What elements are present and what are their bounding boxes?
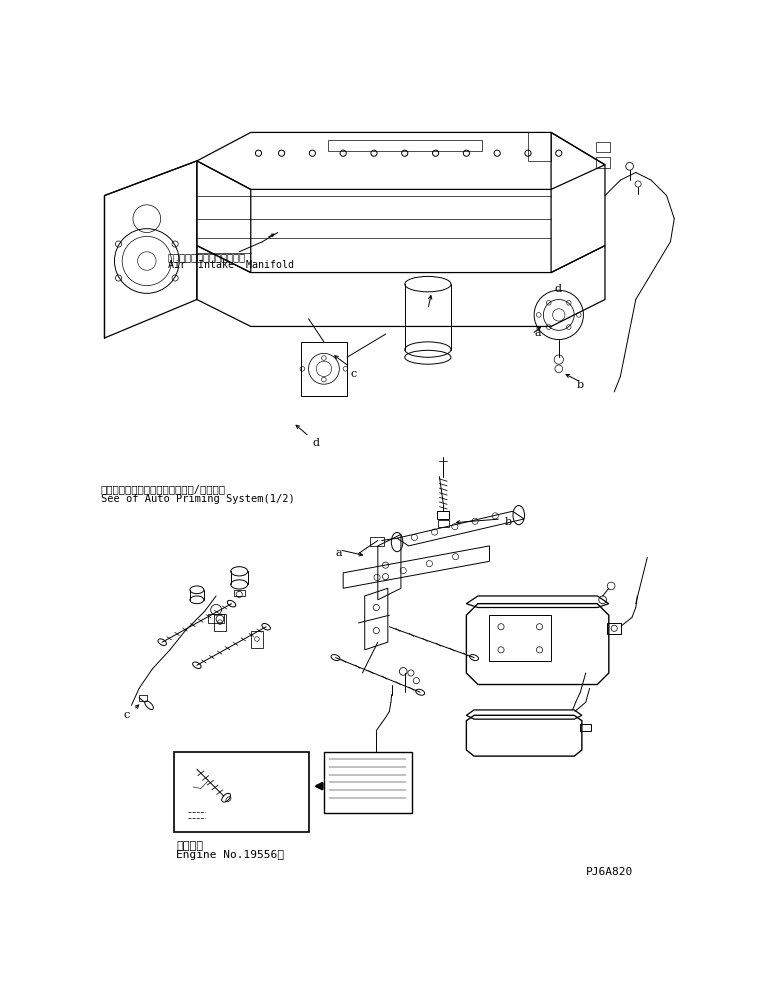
Text: Air  Intake  Manifold: Air Intake Manifold — [168, 260, 294, 271]
Bar — [596, 141, 609, 152]
Text: d: d — [313, 438, 320, 449]
Text: エアーインテークマニホルド: エアーインテークマニホルド — [168, 252, 246, 262]
Bar — [234, 590, 245, 596]
Bar — [250, 630, 263, 647]
Bar — [437, 511, 449, 519]
Text: a: a — [534, 328, 540, 338]
Bar — [139, 695, 146, 700]
Bar — [370, 536, 384, 546]
Text: オートプライミングシステム（　/　）参照: オートプライミングシステム（ / ）参照 — [101, 484, 225, 494]
Text: a: a — [335, 548, 342, 558]
Text: c: c — [351, 369, 357, 378]
Text: d: d — [555, 285, 562, 294]
Text: See of Auto Priming System(1/2): See of Auto Priming System(1/2) — [101, 494, 294, 504]
Bar — [209, 614, 224, 622]
Text: b: b — [577, 380, 584, 390]
Text: c: c — [124, 710, 130, 720]
Bar — [324, 752, 412, 813]
Text: Engine No.19556～: Engine No.19556～ — [176, 850, 284, 861]
Bar — [214, 614, 226, 630]
Bar — [438, 521, 449, 527]
Text: 適用号機: 適用号機 — [176, 841, 203, 851]
Bar — [174, 752, 308, 832]
Text: b: b — [505, 518, 512, 528]
Bar — [596, 157, 609, 168]
Bar — [581, 724, 591, 731]
Bar — [328, 140, 482, 151]
Text: PJ6A820: PJ6A820 — [586, 867, 633, 877]
Bar — [607, 622, 621, 633]
